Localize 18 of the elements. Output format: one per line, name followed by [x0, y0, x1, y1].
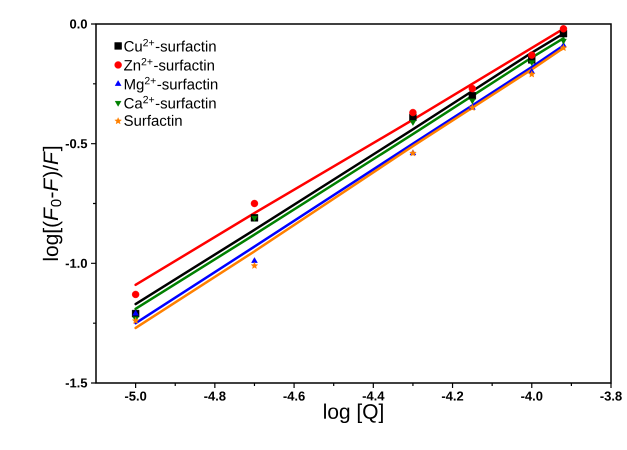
legend-label: Surfactin — [124, 114, 182, 126]
x-tick-label: -5.0 — [124, 392, 146, 401]
y-tick-label: -0.5 — [66, 139, 88, 148]
x-tick-label: -4.6 — [283, 392, 305, 401]
legend-label: Zn$^{2+}$-surfactin — [124, 58, 214, 71]
x-tick-label: -4.4 — [362, 392, 384, 400]
x-tick-label: -4.0 — [521, 392, 542, 401]
x-tick-label: -4.2 — [442, 392, 464, 401]
legend-label: Ca$^{2+}$-surfactin — [124, 96, 216, 109]
y-tick-label: -1.0 — [66, 258, 87, 268]
y-axis-title: log[(F$_{0}$-F)/F] — [42, 146, 62, 260]
x-tick-label: -4.8 — [204, 392, 226, 401]
x-axis-title: log [Q] — [324, 404, 383, 424]
y-tick-label: 0.0 — [70, 19, 87, 29]
legend-label: Mg$^{2+}$-surfactin — [124, 76, 218, 93]
x-tick-label: -3.8 — [600, 392, 622, 401]
legend-label: Cu$^{2+}$-surfactin — [124, 38, 216, 52]
y-tick-label: -1.5 — [66, 378, 88, 388]
